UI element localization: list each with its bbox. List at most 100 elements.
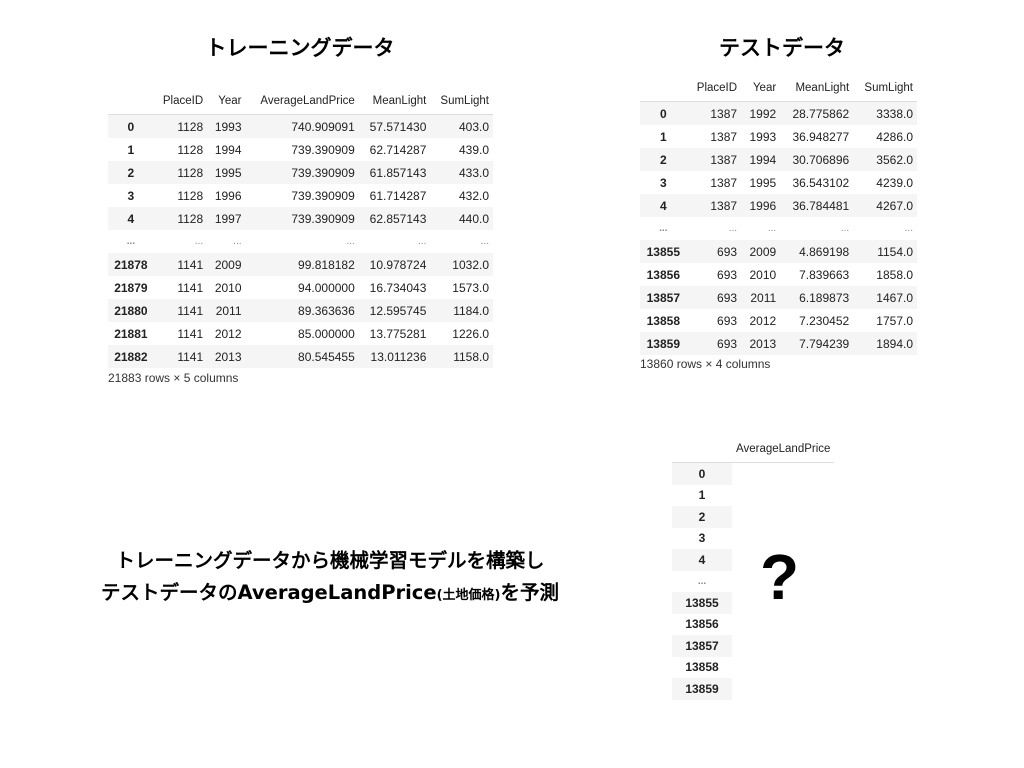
table-cell: 4267.0	[876, 198, 913, 213]
column-header: MeanLight	[358, 88, 431, 115]
column-header: SumLight	[853, 75, 917, 102]
header-row: PlaceID Year MeanLight SumLight	[640, 75, 917, 102]
table-cell: 1158.0	[453, 349, 489, 364]
table-cell: 693	[717, 290, 738, 305]
table-cell: 693	[717, 313, 738, 328]
table-row: 21879 1141 2010 94.000000 16.734043 1573.0	[108, 276, 493, 299]
table-cell: 36.543102	[792, 175, 850, 190]
table-cell: 1128	[177, 142, 204, 157]
table-row: 2	[672, 506, 835, 528]
row-index: 0	[127, 119, 135, 134]
table-cell: 2009	[214, 257, 242, 272]
row-index: 13855	[646, 244, 680, 259]
table-cell: 1141	[177, 280, 204, 295]
table-cell: 440.0	[458, 211, 489, 226]
column-header: AverageLandPrice	[245, 88, 359, 115]
table-row: 13858 693 2012 7.230452 1757.0	[640, 309, 917, 332]
table-cell: 2009	[749, 244, 777, 259]
table-cell: 1184.0	[453, 303, 489, 318]
table-row: 13857 693 2011 6.189873 1467.0	[640, 286, 917, 309]
table-cell: 3338.0	[876, 106, 913, 121]
table-row: 0 1387 1992 28.775862 3338.0	[640, 101, 917, 125]
row-index: 1	[698, 488, 706, 503]
table-row: 1 1387 1993 36.948277 4286.0	[640, 125, 917, 148]
table-cell: 7.794239	[799, 336, 850, 351]
row-index: 2	[698, 509, 706, 524]
table-cell: 1128	[177, 119, 204, 134]
row-index: 3	[127, 188, 135, 203]
table-row: 3 1387 1995 36.543102 4239.0	[640, 171, 917, 194]
table-cell: 80.545455	[298, 349, 355, 364]
row-index: 13856	[646, 267, 680, 282]
test-dataframe: PlaceID Year MeanLight SumLight 0 1387 1992 28.…	[640, 75, 917, 355]
table-cell: 6.189873	[799, 290, 850, 305]
prediction-dataframe: AverageLandPrice 0 1 2 3 4... 13855 13856 13857 1…	[672, 436, 835, 700]
table-cell: 1997	[214, 211, 242, 226]
table-cell: 740.909091	[291, 119, 355, 134]
column-header: SumLight	[430, 88, 493, 115]
table-cell: 693	[717, 336, 738, 351]
table-cell: 1141	[177, 257, 204, 272]
table-cell: 1141	[177, 326, 204, 341]
table-row: 13856 693 2010 7.839663 1858.0	[640, 263, 917, 286]
column-header: Year	[741, 75, 781, 102]
table-row: 21882 1141 2013 80.545455 13.011236 1158.0	[108, 345, 493, 368]
train-title: トレーニングデータ	[205, 36, 395, 60]
table-cell: 403.0	[458, 119, 489, 134]
row-index: 13859	[685, 681, 719, 696]
table-cell: 36.948277	[792, 129, 850, 144]
table-cell: ...	[728, 223, 738, 234]
index-header	[672, 436, 732, 463]
table-row: 1	[672, 484, 835, 506]
table-cell: 1894.0	[876, 336, 913, 351]
table-row: 3	[672, 527, 835, 549]
description-line-2: テストデータのAverageLandPrice(土地価格)を予測	[101, 577, 559, 612]
table-cell: 2013	[749, 336, 777, 351]
table-cell: 739.390909	[291, 165, 355, 180]
table-row: 21880 1141 2011 89.363636 12.595745 1184.0	[108, 299, 493, 322]
row-index: 13858	[646, 313, 680, 328]
table-cell: 1154.0	[877, 244, 913, 259]
test-title: テストデータ	[719, 36, 845, 60]
row-index: 4	[127, 211, 135, 226]
table-cell: 1387	[710, 129, 738, 144]
table-row: 4	[672, 549, 835, 571]
table-cell: 89.363636	[298, 303, 355, 318]
table-row: ...	[672, 570, 835, 592]
table-cell: 2010	[214, 280, 242, 295]
row-index: 2	[127, 165, 135, 180]
row-index: 4	[698, 552, 706, 567]
table-cell: 2011	[750, 290, 777, 305]
header-row: PlaceID Year AverageLandPrice MeanLight SumL…	[108, 88, 493, 115]
column-header: PlaceID	[686, 75, 742, 102]
table-cell: 2010	[749, 267, 777, 282]
table-cell	[732, 527, 835, 549]
table-cell: 1994	[214, 142, 242, 157]
description-text: を予測	[500, 581, 560, 604]
task-description: トレーニングデータから機械学習モデルを構築し テストデータのAverageLan…	[101, 545, 559, 612]
table-cell: 28.775862	[792, 106, 850, 121]
index-header	[640, 75, 687, 102]
table-cell: ...	[767, 223, 777, 234]
table-cell: 94.000000	[298, 280, 355, 295]
table-cell: 1467.0	[876, 290, 913, 305]
table-cell: 7.230452	[799, 313, 850, 328]
unknown-question-mark: ?	[760, 541, 800, 613]
table-cell: 739.390909	[291, 211, 355, 226]
row-index: 0	[659, 106, 667, 121]
table-cell: 30.706896	[792, 152, 850, 167]
table-row: 2 1387 1994 30.706896 3562.0	[640, 148, 917, 171]
row-index: ...	[126, 236, 136, 247]
table-row: 3 1128 1996 739.390909 61.714287 432.0	[108, 184, 493, 207]
table-cell: 1995	[749, 175, 777, 190]
table-cell: ...	[840, 223, 850, 234]
table-cell	[732, 506, 835, 528]
row-index: 1	[659, 129, 667, 144]
table-cell: 1226.0	[452, 326, 489, 341]
table-cell	[732, 656, 835, 678]
index-header	[108, 88, 154, 115]
table-cell: 1573.0	[452, 280, 489, 295]
table-cell: 1387	[710, 198, 738, 213]
table-cell: 2011	[215, 303, 242, 318]
row-index: 13859	[646, 336, 680, 351]
